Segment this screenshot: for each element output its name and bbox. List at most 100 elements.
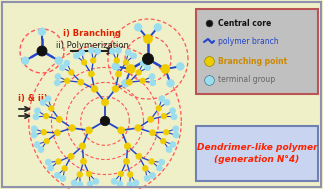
Circle shape: [48, 165, 54, 171]
Circle shape: [161, 138, 166, 144]
Circle shape: [145, 65, 151, 71]
Circle shape: [127, 182, 133, 188]
Circle shape: [45, 159, 51, 165]
Text: i) & ii): i) & ii): [18, 94, 48, 104]
Circle shape: [135, 125, 141, 131]
Circle shape: [55, 74, 61, 80]
Circle shape: [149, 74, 155, 80]
Circle shape: [68, 153, 74, 159]
Circle shape: [170, 108, 175, 114]
Circle shape: [144, 175, 150, 181]
Circle shape: [60, 175, 66, 181]
Circle shape: [62, 166, 68, 171]
Circle shape: [65, 78, 70, 84]
Circle shape: [111, 178, 117, 184]
Circle shape: [123, 60, 129, 65]
Circle shape: [31, 126, 37, 132]
Circle shape: [142, 166, 148, 171]
Text: Dendrimer-like polymer
(generation N°4): Dendrimer-like polymer (generation N°4): [197, 143, 317, 164]
Circle shape: [100, 116, 110, 126]
Circle shape: [79, 143, 86, 149]
Circle shape: [54, 130, 60, 136]
Circle shape: [154, 24, 162, 31]
Circle shape: [136, 153, 142, 159]
Circle shape: [126, 64, 135, 74]
Circle shape: [143, 35, 152, 43]
Circle shape: [134, 24, 142, 31]
Circle shape: [48, 106, 54, 111]
Circle shape: [133, 180, 139, 186]
Circle shape: [159, 96, 165, 102]
Circle shape: [64, 60, 70, 66]
Text: polymer branch: polymer branch: [218, 37, 279, 46]
Text: Branching point: Branching point: [218, 57, 287, 66]
Circle shape: [86, 171, 92, 177]
Circle shape: [156, 106, 162, 111]
Circle shape: [21, 57, 29, 64]
Circle shape: [85, 127, 92, 134]
Circle shape: [156, 165, 162, 171]
Circle shape: [126, 79, 132, 85]
Circle shape: [164, 99, 170, 105]
Circle shape: [54, 173, 60, 178]
Circle shape: [166, 146, 172, 153]
Text: ii) Polymerization: ii) Polymerization: [56, 42, 129, 50]
Circle shape: [93, 178, 99, 184]
Circle shape: [163, 129, 169, 135]
Circle shape: [112, 63, 120, 70]
Circle shape: [173, 126, 179, 132]
Circle shape: [167, 80, 174, 87]
Circle shape: [56, 116, 62, 122]
Circle shape: [80, 158, 87, 164]
Circle shape: [116, 47, 121, 53]
Circle shape: [101, 99, 109, 106]
Circle shape: [35, 108, 40, 114]
Circle shape: [125, 50, 131, 56]
Circle shape: [91, 86, 98, 92]
Circle shape: [128, 172, 133, 177]
Text: terminal group: terminal group: [218, 75, 275, 84]
Circle shape: [59, 65, 65, 71]
Circle shape: [122, 80, 129, 87]
Circle shape: [71, 180, 77, 186]
Circle shape: [173, 132, 179, 138]
Circle shape: [116, 71, 122, 77]
Circle shape: [31, 132, 37, 138]
Circle shape: [43, 113, 49, 119]
Circle shape: [78, 79, 84, 85]
Circle shape: [77, 172, 83, 177]
Circle shape: [148, 116, 154, 122]
Circle shape: [38, 28, 46, 36]
Circle shape: [176, 63, 184, 70]
Circle shape: [77, 182, 83, 188]
Circle shape: [40, 99, 46, 105]
Circle shape: [79, 50, 85, 56]
Circle shape: [55, 57, 63, 64]
Text: i) Branching: i) Branching: [63, 29, 121, 39]
Circle shape: [90, 58, 96, 63]
Circle shape: [54, 80, 60, 86]
Circle shape: [73, 53, 79, 59]
Text: Central core: Central core: [218, 19, 271, 28]
Circle shape: [89, 47, 94, 53]
Circle shape: [161, 64, 170, 74]
Circle shape: [37, 46, 47, 56]
Circle shape: [170, 142, 176, 148]
FancyBboxPatch shape: [196, 9, 318, 94]
Circle shape: [33, 114, 39, 120]
FancyBboxPatch shape: [196, 126, 318, 181]
Circle shape: [117, 181, 123, 187]
Circle shape: [150, 130, 156, 136]
Circle shape: [88, 71, 94, 77]
Circle shape: [136, 70, 141, 75]
Circle shape: [142, 53, 153, 64]
Circle shape: [95, 48, 101, 54]
Circle shape: [68, 70, 74, 75]
Circle shape: [118, 127, 125, 134]
Circle shape: [109, 48, 115, 54]
Circle shape: [41, 129, 47, 135]
Circle shape: [112, 86, 119, 92]
Circle shape: [123, 158, 130, 164]
Circle shape: [140, 60, 146, 66]
Circle shape: [118, 171, 124, 177]
